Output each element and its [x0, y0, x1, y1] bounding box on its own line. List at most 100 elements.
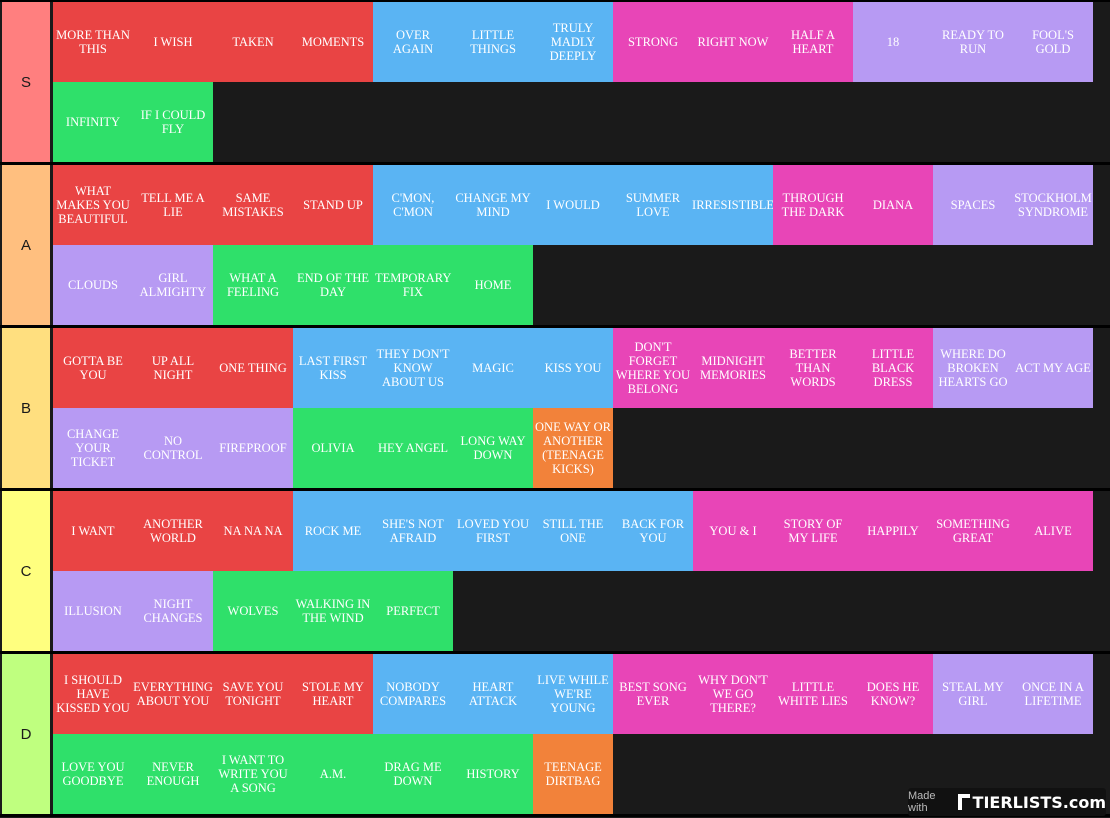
tier-item[interactable]: OLIVIA — [293, 408, 373, 488]
tier-item[interactable]: LOVED YOU FIRST — [453, 491, 533, 571]
tier-label-a[interactable]: A — [2, 165, 50, 325]
tier-item[interactable]: C'MON, C'MON — [373, 165, 453, 245]
tier-item[interactable]: CHANGE YOUR TICKET — [53, 408, 133, 488]
tier-item[interactable]: FOOL'S GOLD — [1013, 2, 1093, 82]
tier-item[interactable]: HOME — [453, 245, 533, 325]
tier-item[interactable]: TELL ME A LIE — [133, 165, 213, 245]
tier-item[interactable]: BACK FOR YOU — [613, 491, 693, 571]
tier-item[interactable]: I WANT TO WRITE YOU A SONG — [213, 734, 293, 814]
tier-item[interactable]: STAND UP — [293, 165, 373, 245]
tier-item[interactable]: TEENAGE DIRTBAG — [533, 734, 613, 814]
tier-item[interactable]: 18 — [853, 2, 933, 82]
tier-item[interactable]: I WANT — [53, 491, 133, 571]
tier-items-b[interactable]: GOTTA BE YOU UP ALL NIGHT ONE THING LAST FI… — [53, 328, 1093, 488]
tier-item[interactable]: ILLUSION — [53, 571, 133, 651]
tier-item[interactable]: NEVER ENOUGH — [133, 734, 213, 814]
tier-item[interactable]: ALIVE — [1013, 491, 1093, 571]
tier-item[interactable]: I WOULD — [533, 165, 613, 245]
tier-item[interactable]: STEAL MY GIRL — [933, 654, 1013, 734]
tier-item[interactable]: WALKING IN THE WIND — [293, 571, 373, 651]
tier-item[interactable]: HISTORY — [453, 734, 533, 814]
tier-item[interactable]: NO CONTROL — [133, 408, 213, 488]
tier-item[interactable]: TAKEN — [213, 2, 293, 82]
tier-item[interactable]: I SHOULD HAVE KISSED YOU — [53, 654, 133, 734]
tier-item[interactable]: A.M. — [293, 734, 373, 814]
tier-item[interactable]: FIREPROOF — [213, 408, 293, 488]
tier-item[interactable]: WHAT A FEELING — [213, 245, 293, 325]
tier-item[interactable]: SHE'S NOT AFRAID — [373, 491, 453, 571]
tier-item[interactable]: I WISH — [133, 2, 213, 82]
tier-item[interactable]: STORY OF MY LIFE — [773, 491, 853, 571]
tier-item[interactable]: THROUGH THE DARK — [773, 165, 853, 245]
tier-item[interactable]: THEY DON'T KNOW ABOUT US — [373, 328, 453, 408]
tier-item[interactable]: STRONG — [613, 2, 693, 82]
tier-item[interactable]: ACT MY AGE — [1013, 328, 1093, 408]
tier-item[interactable]: DRAG ME DOWN — [373, 734, 453, 814]
tier-item[interactable]: WOLVES — [213, 571, 293, 651]
tier-item[interactable]: ONE WAY OR ANOTHER (TEENAGE KICKS) — [533, 408, 613, 488]
tier-item[interactable]: SAME MISTAKES — [213, 165, 293, 245]
tier-item[interactable]: MORE THAN THIS — [53, 2, 133, 82]
tier-item[interactable]: EVERYTHING ABOUT YOU — [133, 654, 213, 734]
tier-item[interactable]: SOMETHING GREAT — [933, 491, 1013, 571]
tier-item[interactable]: ANOTHER WORLD — [133, 491, 213, 571]
tier-item[interactable]: WHERE DO BROKEN HEARTS GO — [933, 328, 1013, 408]
tier-item[interactable]: DOES HE KNOW? — [853, 654, 933, 734]
tier-item[interactable]: ROCK ME — [293, 491, 373, 571]
tier-item[interactable]: ONE THING — [213, 328, 293, 408]
tier-item[interactable]: NOBODY COMPARES — [373, 654, 453, 734]
tier-item[interactable]: STILL THE ONE — [533, 491, 613, 571]
tier-item[interactable]: ONCE IN A LIFETIME — [1013, 654, 1093, 734]
tier-item[interactable]: IRRESISTIBLE — [692, 165, 774, 245]
tier-item[interactable]: MIDNIGHT MEMORIES — [693, 328, 773, 408]
tier-item[interactable]: CHANGE MY MIND — [453, 165, 533, 245]
tier-items-c[interactable]: I WANT ANOTHER WORLD NA NA NA ROCK ME SHE'S … — [53, 491, 1093, 651]
tier-items-d[interactable]: I SHOULD HAVE KISSED YOU EVERYTHING ABOUT… — [53, 654, 1093, 814]
tier-item[interactable]: SUMMER LOVE — [613, 165, 693, 245]
tier-item[interactable]: LAST FIRST KISS — [293, 328, 373, 408]
tier-item[interactable]: SPACES — [933, 165, 1013, 245]
tier-item[interactable]: HEART ATTACK — [453, 654, 533, 734]
tier-item[interactable]: DON'T FORGET WHERE YOU BELONG — [613, 328, 693, 408]
tier-item[interactable]: NIGHT CHANGES — [133, 571, 213, 651]
tier-item[interactable]: HAPPILY — [853, 491, 933, 571]
tier-item[interactable]: WHAT MAKES YOU BEAUTIFUL — [53, 165, 133, 245]
tier-item[interactable]: UP ALL NIGHT — [133, 328, 213, 408]
tier-item[interactable]: LOVE YOU GOODBYE — [53, 734, 133, 814]
tier-item[interactable]: WHY DON'T WE GO THERE? — [693, 654, 773, 734]
tier-item[interactable]: TRULY MADLY DEEPLY — [533, 2, 613, 82]
tier-item[interactable]: YOU & I — [693, 491, 773, 571]
tier-items-a[interactable]: WHAT MAKES YOU BEAUTIFUL TELL ME A LIE SAM… — [53, 165, 1093, 325]
tier-item[interactable]: PERFECT — [373, 571, 453, 651]
made-with-badge[interactable]: Made with TIERLISTS.com — [908, 788, 1106, 816]
tier-item[interactable]: KISS YOU — [533, 328, 613, 408]
tier-label-s[interactable]: S — [2, 2, 50, 162]
tier-item[interactable]: END OF THE DAY — [293, 245, 373, 325]
tier-item[interactable]: LONG WAY DOWN — [453, 408, 533, 488]
tier-item[interactable]: LITTLE WHITE LIES — [773, 654, 853, 734]
tier-item[interactable]: MAGIC — [453, 328, 533, 408]
tier-item[interactable]: TEMPORARY FIX — [373, 245, 453, 325]
tier-item[interactable]: BEST SONG EVER — [613, 654, 693, 734]
tier-label-b[interactable]: B — [2, 328, 50, 488]
tier-item[interactable]: SAVE YOU TONIGHT — [213, 654, 293, 734]
tier-item[interactable]: STOCKHOLM SYNDROME — [1013, 165, 1093, 245]
tier-item[interactable]: READY TO RUN — [933, 2, 1013, 82]
tier-label-d[interactable]: D — [2, 654, 50, 814]
tier-item[interactable]: GOTTA BE YOU — [53, 328, 133, 408]
tier-item[interactable]: OVER AGAIN — [373, 2, 453, 82]
tier-item[interactable]: MOMENTS — [293, 2, 373, 82]
tier-item[interactable]: LIVE WHILE WE'RE YOUNG — [533, 654, 613, 734]
tier-item[interactable]: LITTLE THINGS — [453, 2, 533, 82]
tier-item[interactable]: HEY ANGEL — [373, 408, 453, 488]
tier-item[interactable]: INFINITY — [53, 82, 133, 162]
tier-item[interactable]: LITTLE BLACK DRESS — [853, 328, 933, 408]
tier-item[interactable]: GIRL ALMIGHTY — [133, 245, 213, 325]
tier-item[interactable]: HALF A HEART — [773, 2, 853, 82]
tier-items-s[interactable]: MORE THAN THIS I WISH TAKEN MOMENTS OVER AGA… — [53, 2, 1093, 162]
tier-item[interactable]: RIGHT NOW — [693, 2, 773, 82]
tier-item[interactable]: CLOUDS — [53, 245, 133, 325]
tier-item[interactable]: NA NA NA — [213, 491, 293, 571]
tier-item[interactable]: DIANA — [853, 165, 933, 245]
tier-item[interactable]: BETTER THAN WORDS — [773, 328, 853, 408]
